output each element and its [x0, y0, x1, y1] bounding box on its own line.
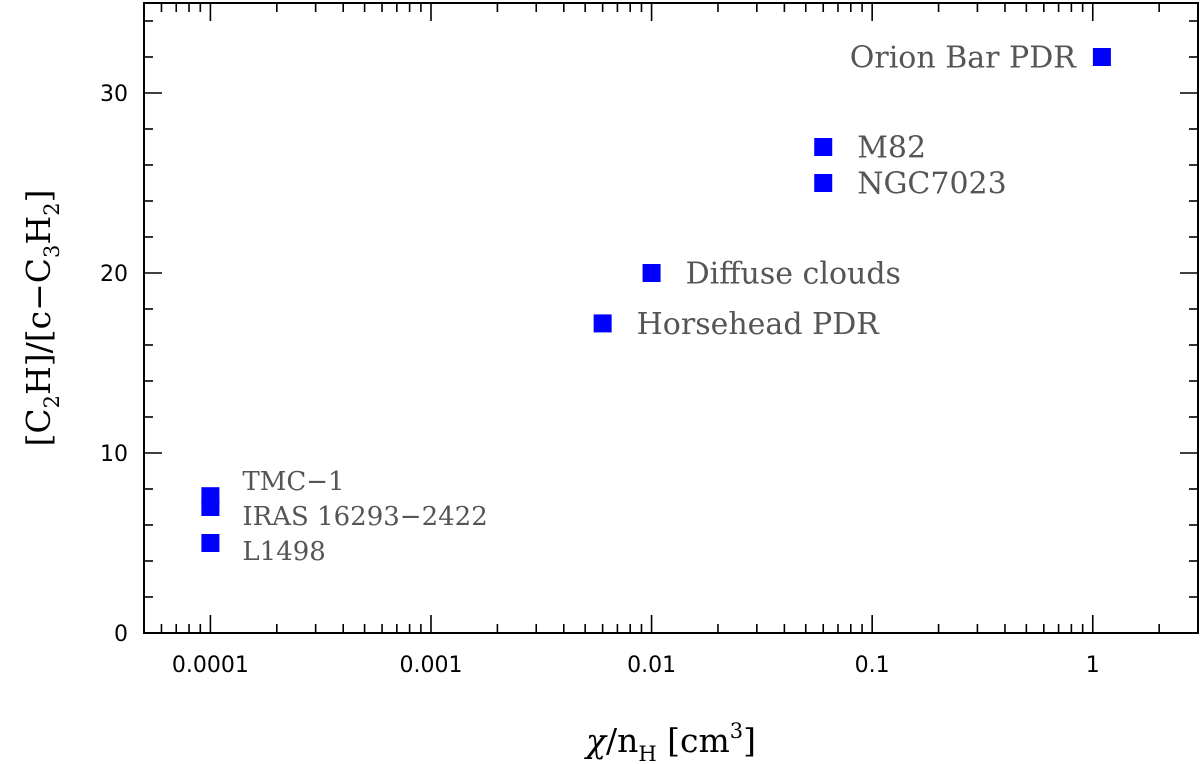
data-point-label: M82 — [857, 131, 926, 166]
y-tick-label: 20 — [100, 262, 128, 287]
x-tick-label: 1 — [1086, 653, 1100, 678]
plot-frame — [143, 2, 1199, 634]
x-tick-label: 0.01 — [627, 653, 676, 678]
data-point-marker — [201, 534, 220, 552]
data-point-label: L1498 — [242, 537, 325, 567]
data-point-label: Horsehead PDR — [637, 307, 881, 342]
data-point-marker — [814, 174, 833, 192]
data-point-label: IRAS 16293−2422 — [242, 502, 487, 532]
data-point-marker — [201, 498, 220, 516]
y-tick-label: 0 — [114, 622, 128, 647]
axis-ticks — [143, 3, 1199, 634]
x-tick-label: 0.1 — [855, 653, 890, 678]
data-markers — [201, 48, 1111, 552]
data-point-marker — [814, 138, 833, 156]
x-tick-label: 0.0001 — [172, 653, 249, 678]
data-point-marker — [593, 314, 612, 333]
y-tick-label: 30 — [100, 82, 128, 107]
data-point-marker — [642, 264, 661, 282]
x-axis-title: χ/nH [cm3] — [584, 719, 756, 764]
x-tick-label: 0.001 — [399, 653, 462, 678]
data-point-label: Diffuse clouds — [686, 257, 901, 292]
data-point-label: TMC−1 — [242, 467, 344, 497]
data-point-label: NGC7023 — [857, 167, 1007, 202]
y-tick-label: 10 — [100, 442, 128, 467]
data-point-label: Orion Bar PDR — [850, 41, 1077, 76]
y-axis-title: [C2H]/[c−C3H2] — [19, 190, 64, 447]
data-point-marker — [1092, 48, 1111, 66]
